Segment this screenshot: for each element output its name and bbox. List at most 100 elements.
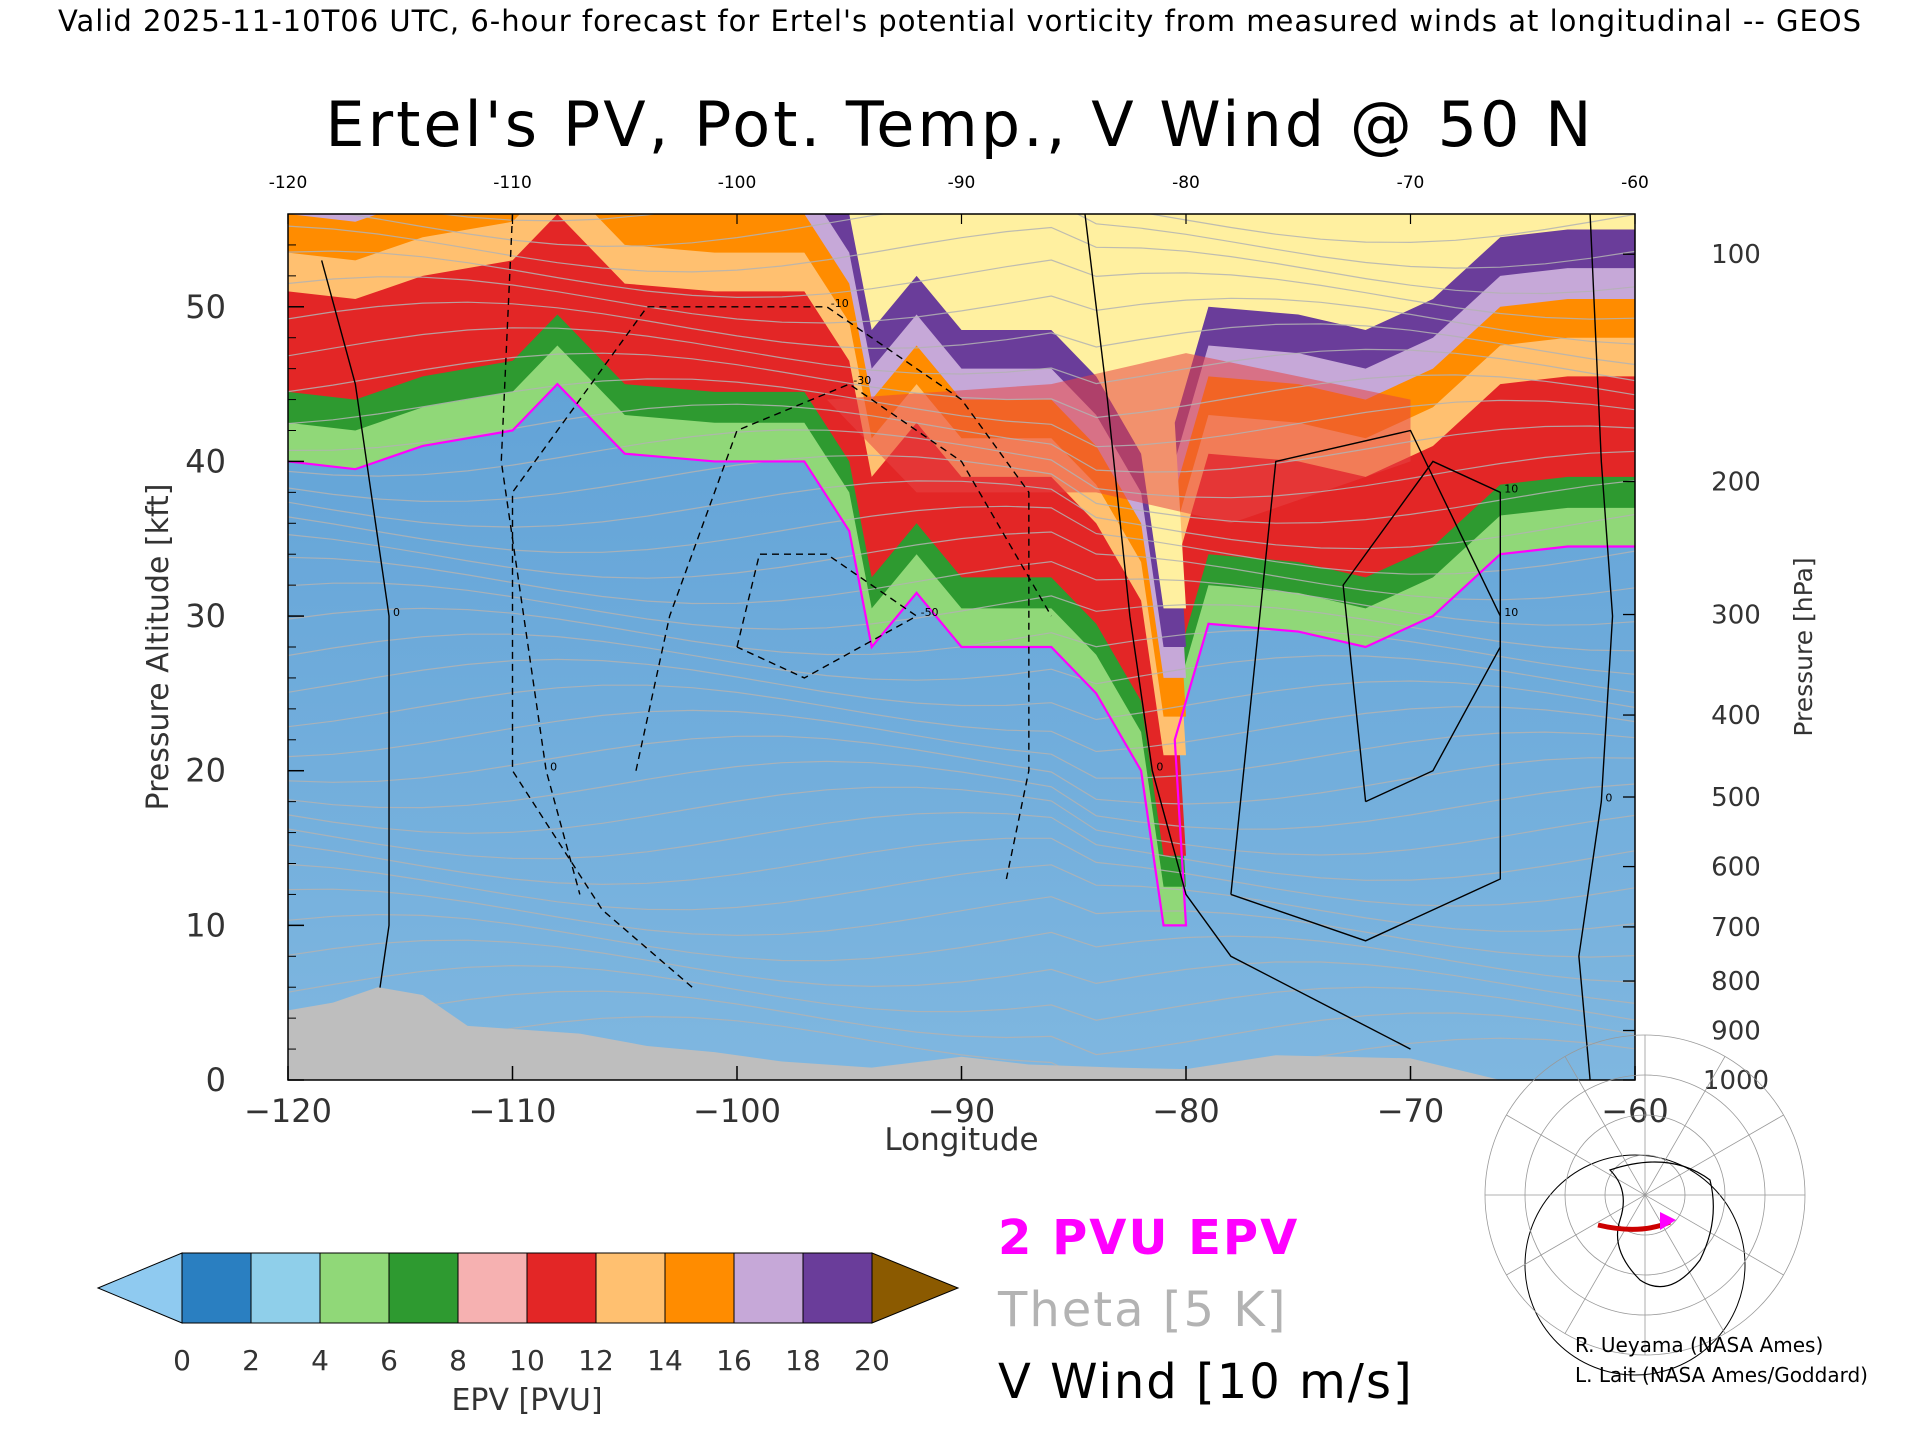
v-wind-contour [500, 214, 581, 895]
theta-contour [288, 786, 1635, 856]
colorbar-tick-label: 12 [578, 1344, 614, 1377]
x-tick-label: −70 [1377, 1092, 1445, 1130]
pressure-tick-label: 800 [1711, 967, 1761, 997]
x-tick-label: −120 [244, 1092, 332, 1130]
pressure-tick-label: 1000 [1703, 1066, 1769, 1096]
theta-contour [288, 225, 1635, 295]
locator-map [1484, 1034, 1806, 1376]
y-tick-label: 50 [185, 288, 226, 326]
pv-2pvu-contour [288, 382, 1635, 927]
theta-contour [343, 214, 1635, 269]
x-tick-label: −60 [1601, 1092, 1669, 1130]
y-tick-label: 40 [185, 442, 226, 480]
colorbar-segment [388, 1252, 459, 1324]
theta-contour [288, 276, 1635, 345]
colorbar-segment [664, 1252, 735, 1324]
colorbar-segment [595, 1252, 666, 1324]
map-continent [1608, 1161, 1714, 1288]
colorbar-tick-label: 20 [854, 1344, 890, 1377]
contour-label: -50 [921, 606, 939, 619]
x-top-tick-label: -80 [1172, 173, 1200, 193]
pressure-tick-label: 700 [1711, 913, 1761, 943]
theta-contour [288, 658, 1635, 721]
colorbar-tick-label: 14 [647, 1344, 683, 1377]
y-tick-label: 10 [185, 906, 226, 944]
map-direction-arrow [1660, 1212, 1676, 1230]
colorbar-tick-label: 6 [380, 1344, 398, 1377]
contour-label: -10 [831, 297, 849, 310]
colorbar-tick-label: 0 [173, 1344, 191, 1377]
y-tick-label: 30 [185, 597, 226, 635]
colorbar-segment [526, 1252, 597, 1324]
x-top-tick-label: -60 [1621, 173, 1649, 193]
pressure-tick-label: 900 [1711, 1017, 1761, 1047]
x-top-tick-label: -110 [493, 173, 532, 193]
v-wind-contour [1230, 429, 1502, 942]
pressure-tick-label: 300 [1711, 601, 1761, 631]
theta-contour [288, 378, 1635, 448]
terrain [288, 987, 1501, 1080]
colorbar-tick-label: 16 [716, 1344, 752, 1377]
contour-label: 10 [1504, 482, 1518, 495]
legend-pv: 2 PVU EPV [998, 1210, 1300, 1266]
y-tick-label: 20 [185, 752, 226, 790]
colorbar-tick-label: 10 [509, 1344, 545, 1377]
forecast-header: Valid 2025-11-10T06 UTC, 6-hour forecast… [57, 4, 1863, 38]
v-wind-contour [1342, 460, 1502, 803]
theta-contour [288, 429, 1635, 499]
x-tick-label: −100 [693, 1092, 781, 1130]
contour-label: -30 [853, 374, 871, 387]
y-axis-label-left: Pressure Altitude [kft] [141, 484, 176, 811]
theta-contour [288, 1015, 1635, 1080]
colorbar-tick-label: 18 [785, 1344, 821, 1377]
theta-contour [288, 811, 1635, 881]
theta-contour [288, 990, 1635, 1056]
epv-band-7 [849, 214, 1635, 609]
credit-line-2: L. Lait (NASA Ames/Goddard) [1575, 1363, 1868, 1387]
contour-label: 0 [1605, 792, 1612, 805]
theta-contour [288, 913, 1635, 983]
pressure-tick-label: 500 [1711, 783, 1761, 813]
y-axis-label-right: Pressure [hPa] [1789, 557, 1818, 736]
contour-label: 0 [393, 606, 400, 619]
colorbar-tick-label: 2 [242, 1344, 260, 1377]
pressure-tick-label: 600 [1711, 853, 1761, 883]
colorbar-tick-label: 4 [311, 1344, 329, 1377]
axes: −120 −110 −100 −90 −80 −70 −60-120 -110 -100 -90-… [141, 173, 1818, 1158]
map-globe [1524, 1154, 1746, 1376]
x-top-tick-label: -70 [1397, 173, 1425, 193]
contour-label: 10 [1504, 606, 1518, 619]
colorbar-segment [457, 1252, 528, 1324]
y-tick-label: 0 [206, 1061, 226, 1099]
theta-contour [288, 837, 1635, 907]
map-meridian [1506, 1114, 1784, 1276]
theta-contour [288, 403, 1635, 473]
pressure-tick-label: 200 [1711, 468, 1761, 498]
theta-contour [288, 480, 1635, 550]
theta-contour [288, 327, 1635, 385]
pressure-tick-label: 400 [1711, 701, 1761, 731]
v-wind-contour [736, 553, 918, 679]
pressure-tick-label: 100 [1711, 240, 1761, 270]
legend-theta: Theta [5 K] [998, 1282, 1288, 1338]
theta-contour [288, 301, 1635, 366]
theta-contour [288, 250, 1635, 320]
theta-contour [288, 863, 1635, 932]
colorbar-min-arrow [96, 1252, 183, 1324]
colorbar-tick-label: 8 [449, 1344, 467, 1377]
v-wind-contour [511, 306, 1030, 988]
theta-contour [288, 939, 1635, 1004]
v-wind-contour [1578, 214, 1614, 1080]
colorbar-label: EPV [PVU] [451, 1383, 602, 1418]
theta-contour [288, 888, 1635, 958]
x-tick-label: −80 [1152, 1092, 1220, 1130]
contour-label: 0 [1156, 761, 1163, 774]
x-top-tick-label: -120 [269, 173, 308, 193]
v-wind-contour [320, 260, 390, 1080]
colorbar-segment [250, 1252, 321, 1324]
colorbar-segment [181, 1252, 252, 1324]
x-top-tick-label: -90 [948, 173, 976, 193]
colorbar-max-arrow [871, 1252, 960, 1324]
colorbar-segment [733, 1252, 804, 1324]
